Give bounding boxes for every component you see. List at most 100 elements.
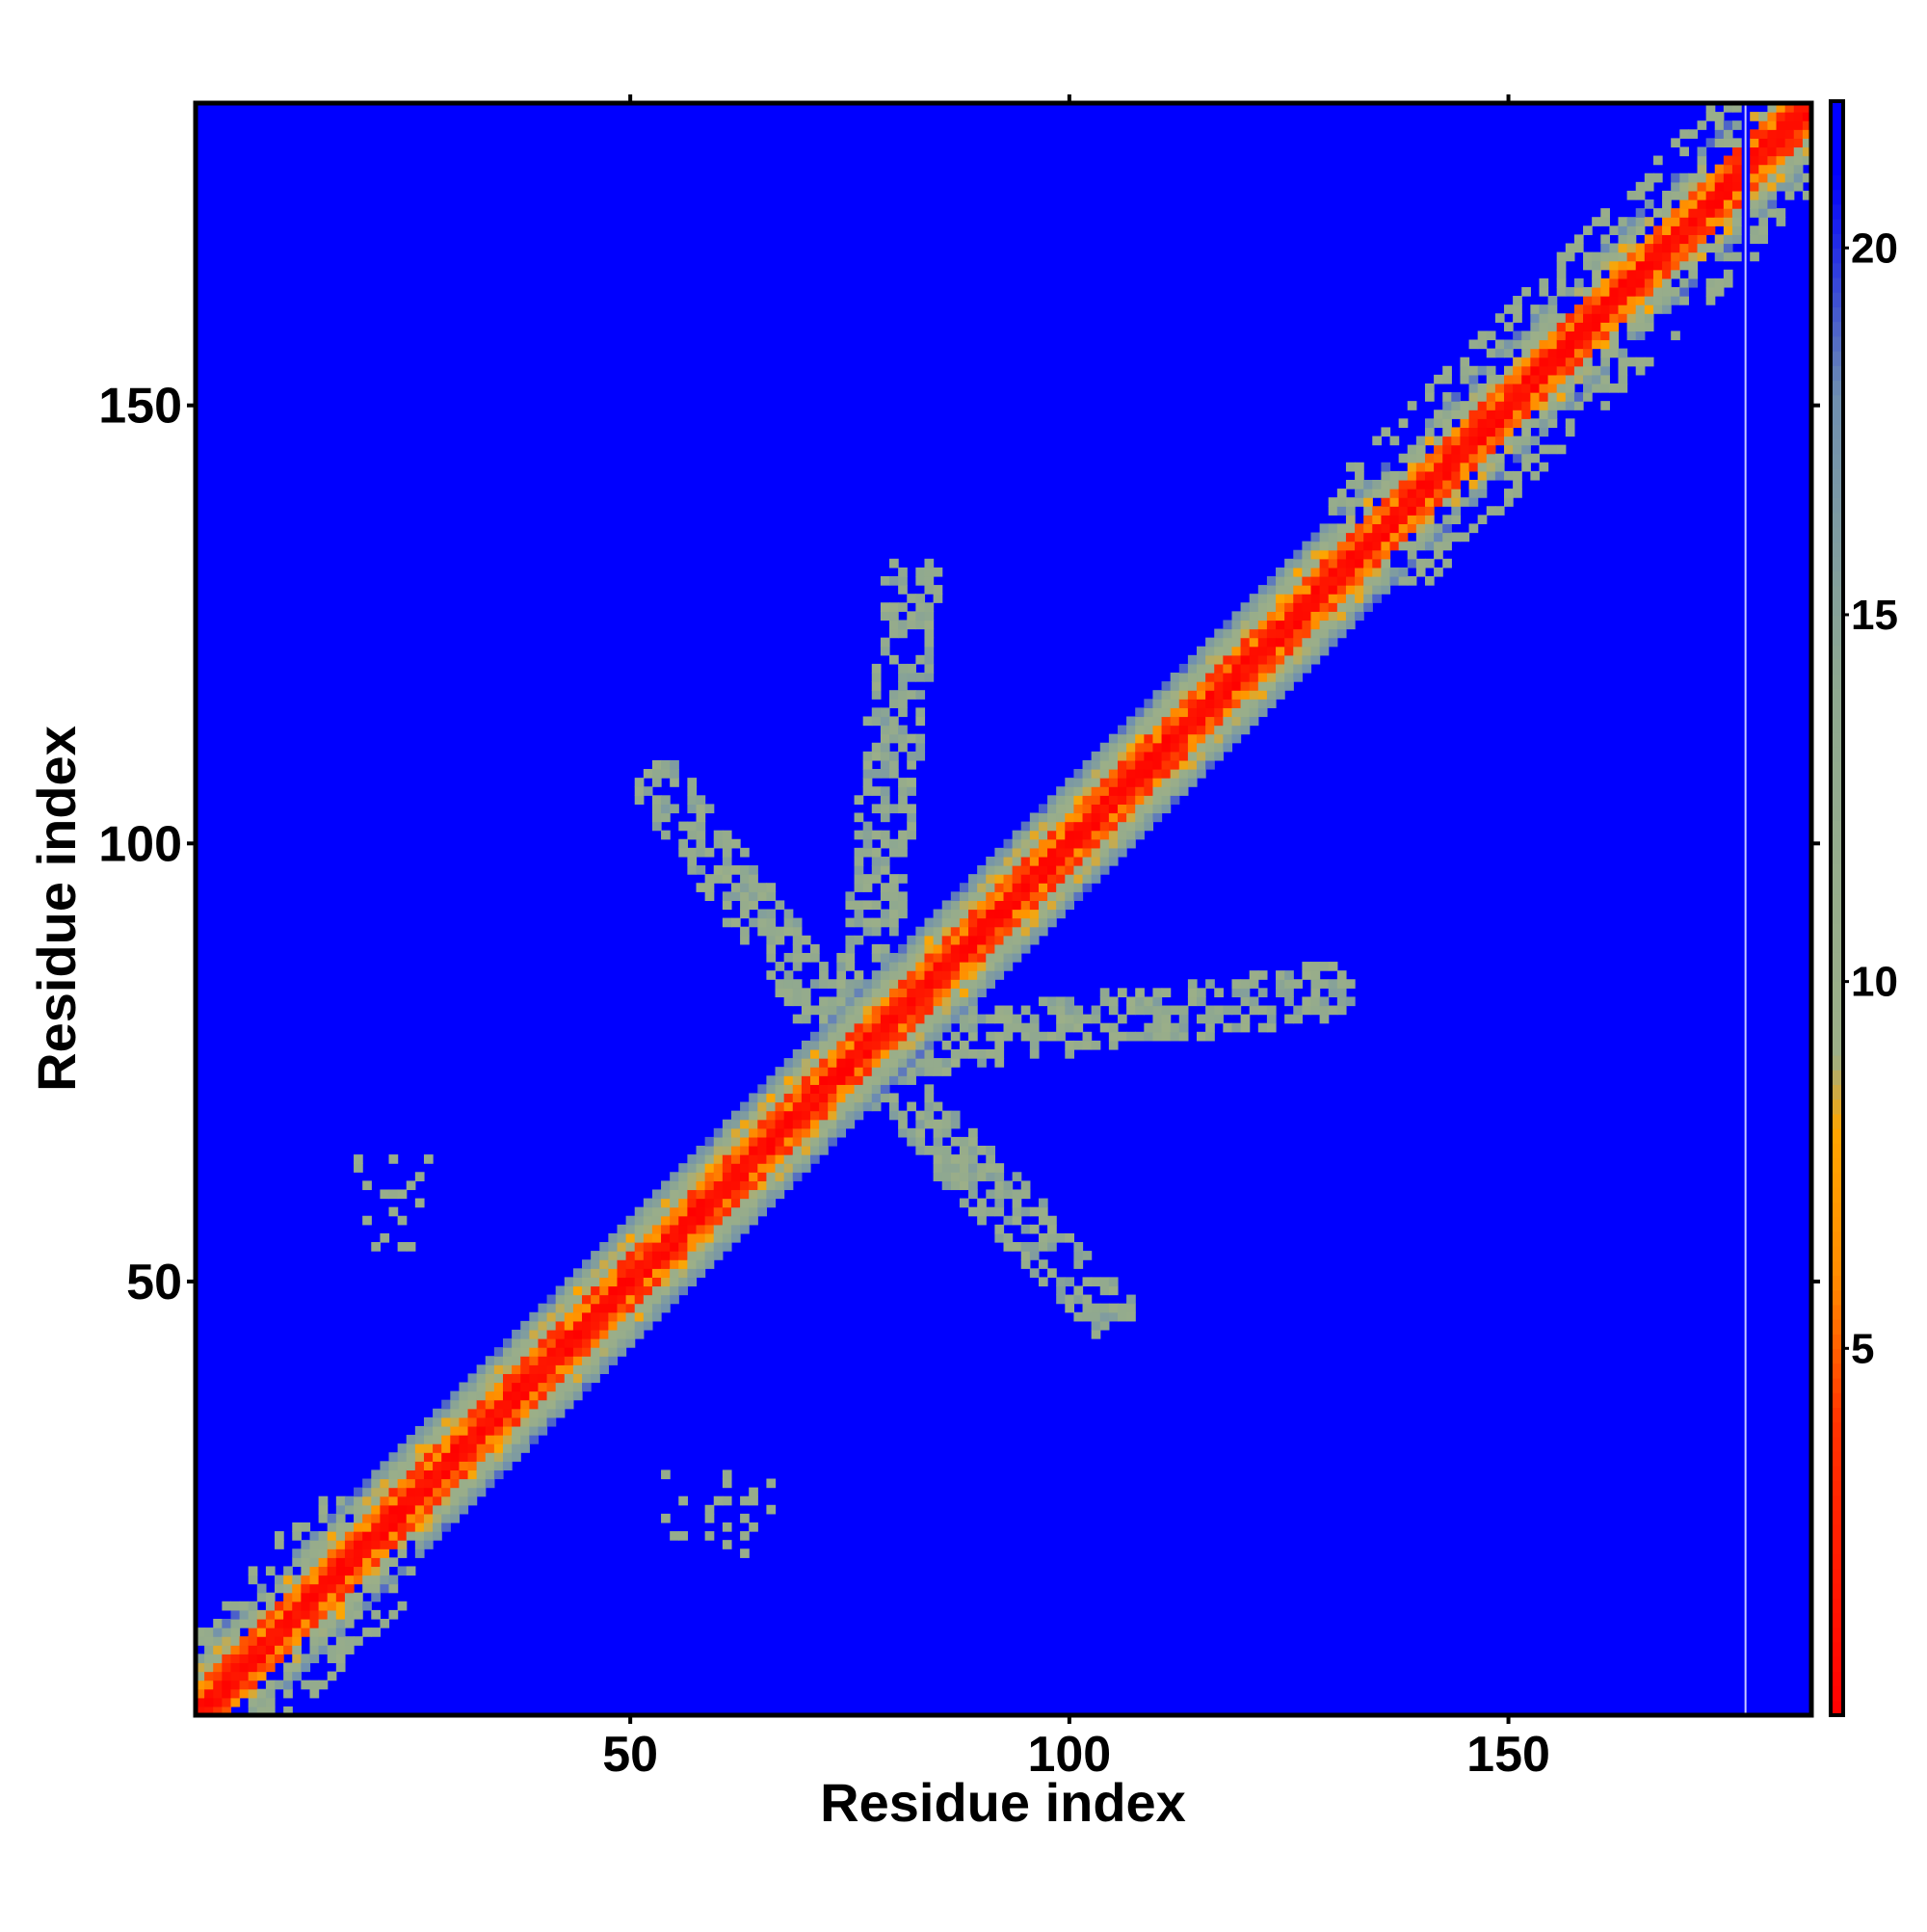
heatmap-cell (1767, 103, 1778, 113)
heatmap-cell (670, 1206, 679, 1217)
heatmap-cell (459, 1452, 469, 1462)
heatmap-cell (1705, 217, 1716, 226)
heatmap-cell (1363, 497, 1373, 507)
heatmap-cell (898, 970, 908, 980)
heatmap-cell (661, 1232, 671, 1243)
heatmap-cell (1583, 374, 1593, 384)
heatmap-cell (801, 1154, 811, 1164)
heatmap-cell (1626, 296, 1637, 305)
heatmap-cell (292, 1548, 302, 1558)
heatmap-cell (994, 900, 1005, 911)
heatmap-cell (1504, 348, 1514, 358)
heatmap-cell (651, 1303, 662, 1313)
heatmap-cell (801, 1136, 811, 1147)
heatmap-cell (1328, 602, 1338, 612)
heatmap-cell (1372, 489, 1382, 498)
heatmap-cell (959, 1198, 969, 1208)
heatmap-cell (1135, 751, 1145, 761)
heatmap-cell (1793, 146, 1804, 157)
heatmap-cell (1214, 707, 1224, 718)
heatmap-cell (1144, 795, 1154, 805)
heatmap-cell (1477, 462, 1488, 472)
heatmap-cell (1266, 602, 1277, 612)
heatmap-cell (493, 1425, 504, 1436)
heatmap-cell (213, 1706, 223, 1715)
heatmap-cell (1372, 541, 1382, 551)
heatmap-cell (617, 1277, 627, 1287)
heatmap-cell (512, 1435, 521, 1444)
heatmap-cell (617, 1303, 627, 1313)
heatmap-cell (1460, 470, 1470, 481)
heatmap-cell (854, 865, 864, 875)
heatmap-cell (651, 1294, 662, 1305)
heatmap-cell (766, 883, 777, 892)
heatmap-cell (441, 1504, 451, 1515)
heatmap-cell (1205, 699, 1215, 708)
colorbar-segment (1831, 893, 1843, 910)
heatmap-cell (414, 1487, 425, 1497)
heatmap-cell (757, 1101, 768, 1112)
heatmap-cell (871, 663, 882, 674)
heatmap-cell (380, 1575, 390, 1585)
heatmap-cell (599, 1259, 609, 1269)
heatmap-cell (230, 1671, 241, 1681)
heatmap-cell (1407, 489, 1417, 498)
heatmap-cell (907, 1058, 916, 1068)
heatmap-cell (687, 847, 698, 858)
heatmap-cell (1556, 401, 1567, 410)
heatmap-cell (740, 909, 750, 919)
heatmap-cell (1047, 812, 1057, 823)
heatmap-cell (1056, 1031, 1066, 1042)
heatmap-cell (898, 838, 908, 849)
heatmap-cell (1671, 208, 1680, 218)
heatmap-cell (493, 1443, 504, 1453)
heatmap-cell (819, 996, 829, 1007)
heatmap-cell (704, 874, 715, 884)
heatmap-cell (1240, 996, 1251, 1007)
heatmap-cell (502, 1390, 513, 1401)
heatmap-cell (749, 1495, 758, 1506)
heatmap-cell (1697, 234, 1707, 245)
heatmap-cell (1355, 549, 1364, 560)
heatmap-cell (388, 1513, 399, 1523)
heatmap-cell (1108, 1040, 1119, 1050)
heatmap-cell (1020, 883, 1031, 892)
heatmap-cell (423, 1461, 434, 1471)
heatmap-cell (1249, 654, 1259, 665)
heatmap-cell (1091, 1329, 1101, 1339)
heatmap-cell (880, 979, 890, 989)
heatmap-cell (1056, 909, 1066, 919)
heatmap-cell (1513, 418, 1522, 429)
heatmap-cell (608, 1294, 619, 1305)
heatmap-cell (380, 1495, 390, 1506)
heatmap-cell (1434, 532, 1443, 543)
heatmap-cell (1319, 996, 1330, 1007)
heatmap-cell (1223, 673, 1233, 682)
heatmap-cell (1583, 260, 1593, 271)
heatmap-cell (1205, 1014, 1215, 1024)
heatmap-cell (730, 1224, 741, 1234)
heatmap-cell (1723, 234, 1733, 245)
heatmap-cell (1223, 637, 1233, 648)
heatmap-cell (256, 1662, 267, 1673)
heatmap-cell (1776, 208, 1786, 218)
heatmap-cell (564, 1364, 574, 1374)
heatmap-cell (1652, 243, 1663, 253)
heatmap-cell (1284, 988, 1294, 998)
heatmap-cell (1214, 690, 1224, 700)
heatmap-cell (1389, 523, 1400, 534)
heatmap-cell (1652, 269, 1663, 279)
heatmap-cell (1178, 690, 1189, 700)
heatmap-cell (344, 1575, 355, 1585)
heatmap-cell (529, 1373, 540, 1384)
colorbar-segment (1831, 1040, 1843, 1056)
heatmap-cell (749, 1110, 758, 1121)
y-axis-label: Residue index (26, 726, 87, 1092)
heatmap-cell (1065, 856, 1075, 866)
heatmap-cell (1223, 742, 1233, 753)
heatmap-cell (1302, 558, 1312, 569)
heatmap-cell (283, 1706, 293, 1715)
heatmap-cell (1460, 357, 1470, 367)
heatmap-cell (1415, 541, 1426, 551)
heatmap-cell (1539, 339, 1549, 350)
